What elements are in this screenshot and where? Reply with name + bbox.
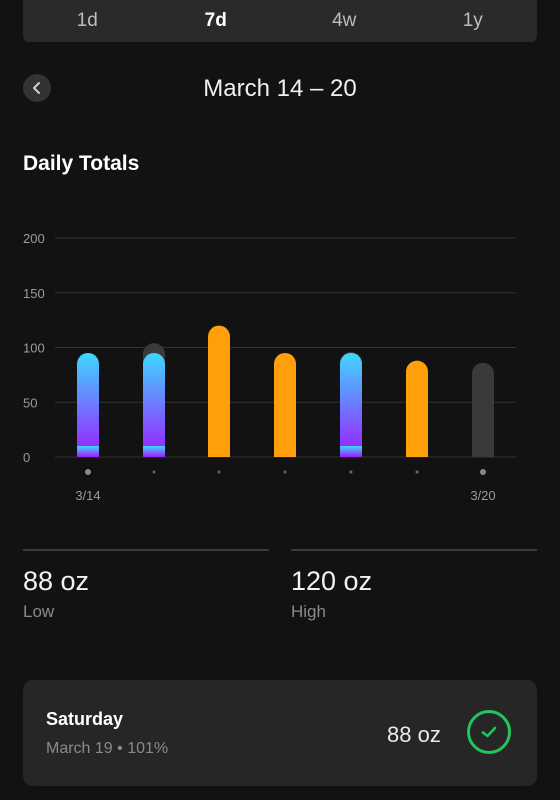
y-tick-label: 50 <box>23 395 37 410</box>
x-tick-dot <box>283 470 287 474</box>
bar-base <box>208 446 230 457</box>
bar-3-16[interactable] <box>208 325 230 457</box>
y-tick-label: 200 <box>23 231 45 246</box>
bar-3-14[interactable] <box>77 352 99 457</box>
day-summary-card[interactable]: Saturday March 19 • 101% 88 oz <box>23 680 537 786</box>
bar-3-17[interactable] <box>274 352 296 457</box>
chevron-left-icon <box>33 82 40 94</box>
tab-1y[interactable]: 1y <box>462 10 483 31</box>
x-tick-dot <box>152 470 156 474</box>
tab-4w[interactable]: 4w <box>332 10 357 31</box>
y-tick-label: 100 <box>23 341 45 356</box>
low-label: Low <box>23 602 55 621</box>
tab-7d[interactable]: 7d <box>204 10 227 31</box>
day-amount: 88 oz <box>387 722 441 747</box>
section-title: Daily Totals <box>23 152 140 175</box>
bar-3-15[interactable] <box>143 352 165 457</box>
x-tick-dot <box>85 469 91 475</box>
bar-base <box>340 446 362 457</box>
y-tick-label: 0 <box>23 450 30 465</box>
high-label: High <box>291 602 326 621</box>
date-range-title: March 14 – 20 <box>203 75 357 102</box>
previous-period-button[interactable] <box>23 74 51 102</box>
tab-1d[interactable]: 1d <box>76 10 98 31</box>
low-value: 88 oz <box>23 566 90 596</box>
bar-base <box>406 446 428 457</box>
low-divider <box>23 549 269 551</box>
time-range-selector: 1d 7d 4w 1y <box>23 0 537 42</box>
x-tick-dot <box>415 470 419 474</box>
bar-3-18[interactable] <box>340 352 362 457</box>
high-value: 120 oz <box>291 566 373 596</box>
x-tick-dot <box>480 469 486 475</box>
y-tick-label: 150 <box>23 286 45 301</box>
high-divider <box>291 549 537 551</box>
bar-base <box>472 446 494 457</box>
x-tick-label: 3/14 <box>75 488 100 503</box>
daily-totals-chart: 0 50 100 150 200 3/14 3/20 <box>23 231 516 503</box>
bar-base <box>143 446 165 457</box>
x-tick-dot <box>349 470 353 474</box>
x-tick-dot <box>217 470 221 474</box>
bar-base <box>77 446 99 457</box>
day-name: Saturday <box>46 709 124 729</box>
day-subtitle: March 19 • 101% <box>46 740 169 757</box>
bar-3-19[interactable] <box>406 360 428 457</box>
bar-3-20[interactable] <box>472 362 494 457</box>
x-tick-label: 3/20 <box>470 488 495 503</box>
check-circle-icon <box>467 710 511 754</box>
bar-base <box>274 446 296 457</box>
